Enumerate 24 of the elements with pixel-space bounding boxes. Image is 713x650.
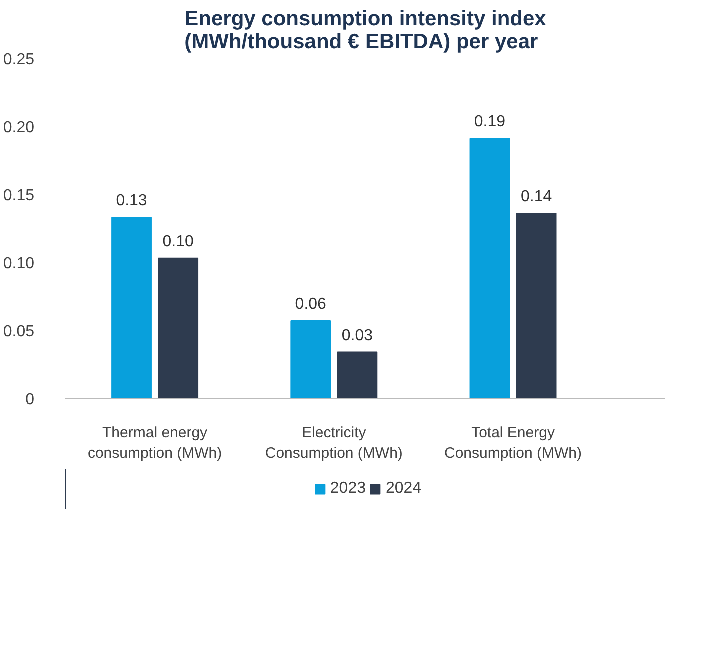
data-label: 0.13: [116, 192, 148, 210]
legend-label: 2023: [330, 480, 366, 498]
data-label: 0.03: [342, 327, 374, 344]
bar: [290, 320, 332, 398]
chart-title: Energy consumption intensity index (MWh/thousand € EBITDA) per year: [184, 8, 547, 54]
y-tick-label: 0.15: [3, 188, 35, 204]
data-label: 0.06: [295, 296, 327, 313]
data-label: 0.19: [474, 114, 506, 131]
y-tick-label: 0.20: [3, 120, 35, 136]
x-tick-label: Total Energy Consumption (MWh): [444, 424, 582, 462]
legend-label: 2024: [386, 480, 422, 498]
y-tick-label: 0.10: [3, 256, 35, 272]
x-tick-label: Electricity Consumption (MWh): [265, 424, 403, 462]
x-tick-label: Thermal energy consumption (MWh): [88, 424, 222, 462]
data-label: 0.10: [162, 233, 194, 250]
bar: [158, 258, 199, 398]
bar: [112, 217, 152, 398]
bar: [337, 352, 378, 398]
data-label: 0.14: [520, 188, 552, 206]
y-tick-label: 0: [26, 392, 35, 408]
bar: [516, 213, 557, 398]
y-tick-label: 0.25: [3, 52, 35, 68]
y-tick-label: 0.05: [3, 324, 35, 340]
bar: [470, 138, 510, 398]
